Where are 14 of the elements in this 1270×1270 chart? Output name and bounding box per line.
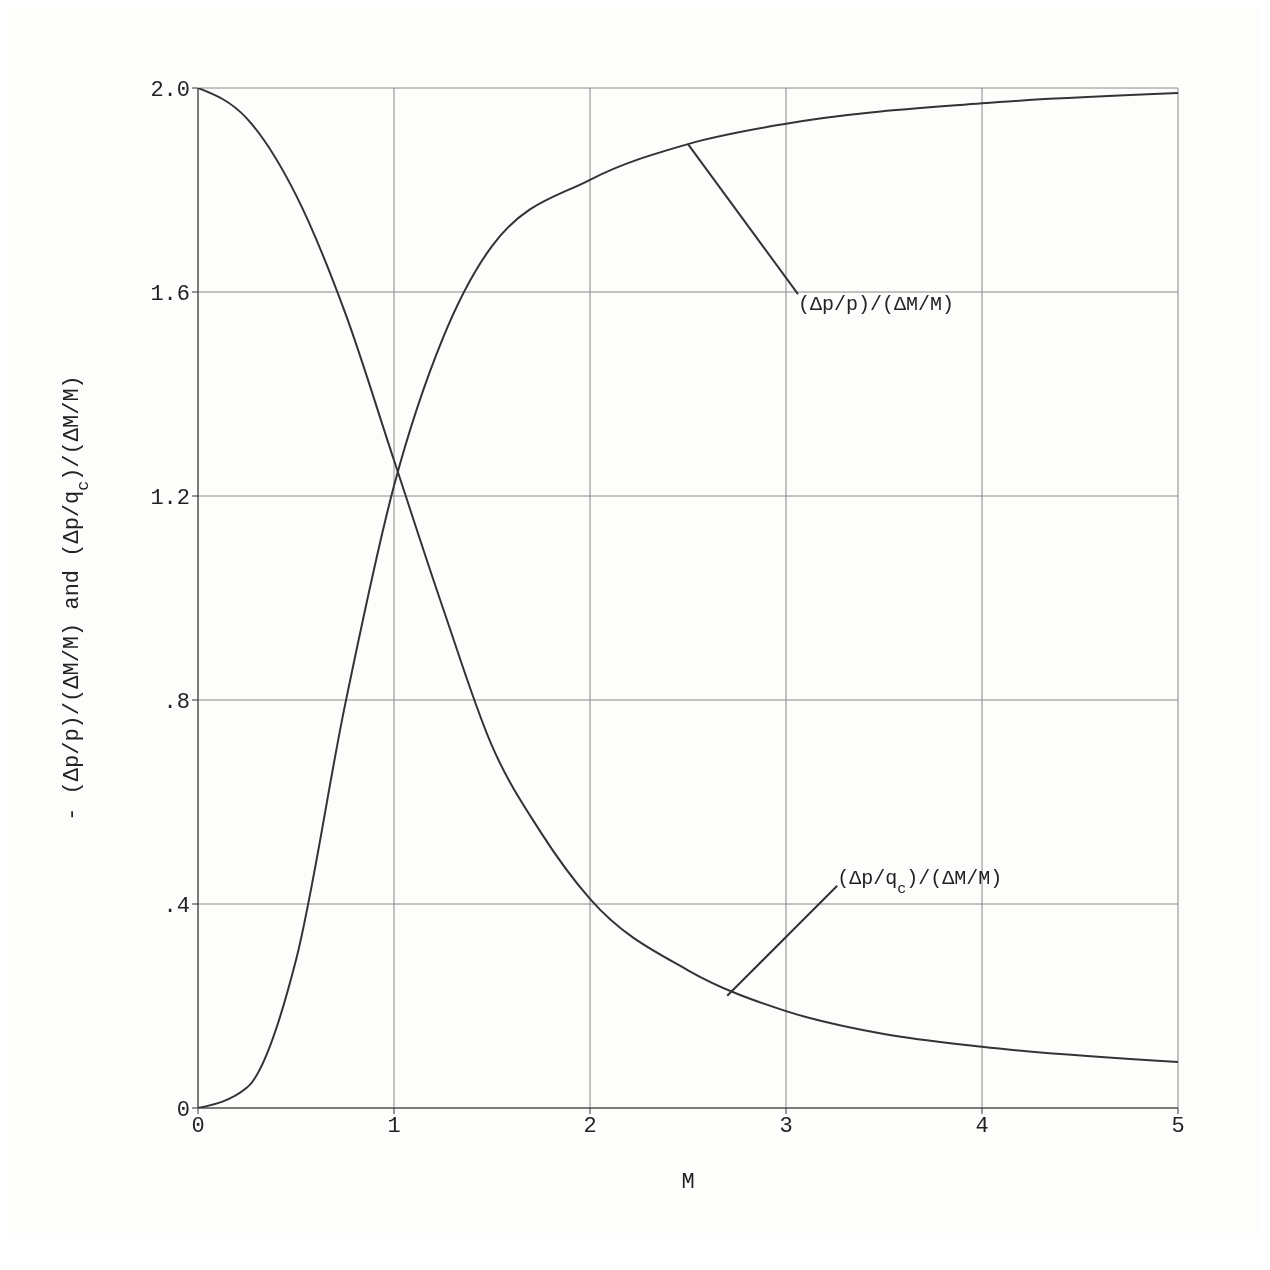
x-tick-label: 2 <box>583 1113 597 1139</box>
annotation: (Δp/q$_{c}$)/(ΔM/M) <box>837 866 1003 898</box>
x-tick-label: 1 <box>387 1113 401 1139</box>
y-tick-label: .4 <box>163 893 190 919</box>
y-tick-label: 1.6 <box>150 281 190 307</box>
x-axis-title: M <box>681 1170 695 1195</box>
y-tick-label: 1.2 <box>150 485 190 511</box>
x-tick-label: 5 <box>1171 1113 1185 1139</box>
y-tick-label: .8 <box>163 689 190 715</box>
annotation: (Δp/p)/(ΔM/M) <box>798 293 955 317</box>
x-tick-label: 3 <box>779 1113 793 1139</box>
y-tick-label: 2.0 <box>150 77 190 103</box>
x-tick-label: 4 <box>975 1113 989 1139</box>
y-tick-label: 0 <box>176 1097 190 1123</box>
